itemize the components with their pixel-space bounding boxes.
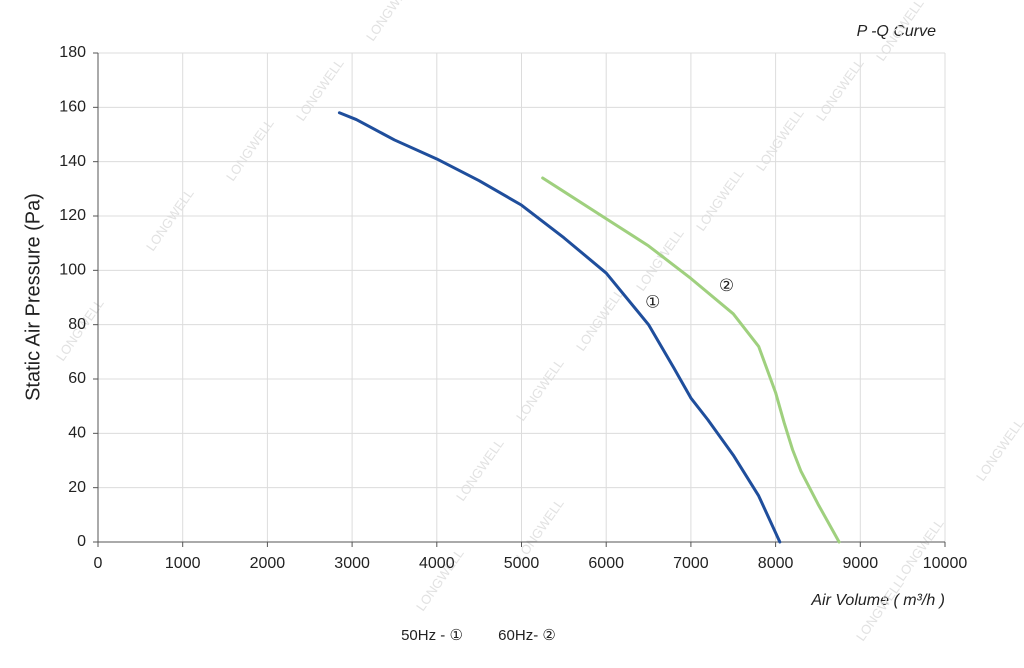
series-line (337, 111, 782, 544)
x-tick-label: 8000 (758, 555, 794, 572)
watermark: LONGWELL (573, 286, 627, 354)
y-tick-label: 20 (68, 479, 86, 496)
annotation: ① (645, 292, 660, 311)
y-tick-label: 120 (59, 207, 86, 224)
y-tick-label: 100 (59, 262, 86, 279)
y-tick-label: 160 (59, 99, 86, 116)
x-axis-label: Air Volume ( m³/h ) (810, 592, 945, 609)
x-tick-label: 4000 (419, 555, 455, 572)
x-tick-label: 5000 (504, 555, 540, 572)
watermark: LONGWELL (453, 436, 507, 504)
legend-entry: 60Hz- ② (498, 627, 556, 644)
y-tick-label: 40 (68, 425, 86, 442)
watermark: LONGWELL (633, 226, 687, 294)
watermark: LONGWELL (143, 186, 197, 254)
x-tick-label: 2000 (250, 555, 286, 572)
annotation: ② (719, 276, 734, 295)
x-tick-label: 3000 (334, 555, 370, 572)
x-tick-label: 9000 (843, 555, 879, 572)
watermark: LONGWELL (363, 0, 417, 44)
watermark: LONGWELL (223, 116, 277, 184)
watermark: LONGWELL (973, 416, 1024, 484)
series-line (541, 176, 841, 544)
x-tick-label: 0 (94, 555, 103, 572)
watermark: LONGWELL (693, 166, 747, 234)
y-tick-label: 140 (59, 153, 86, 170)
x-tick-label: 1000 (165, 555, 201, 572)
y-tick-label: 0 (77, 533, 86, 550)
y-axis-label: Static Air Pressure (Pa) (22, 193, 44, 401)
watermark: LONGWELL (813, 56, 867, 124)
y-tick-label: 60 (68, 370, 86, 387)
watermark: LONGWELL (893, 516, 947, 584)
legend-entry: 50Hz - ① (401, 627, 463, 644)
watermark: LONGWELL (753, 106, 807, 174)
x-tick-label: 6000 (588, 555, 624, 572)
chart-title: P -Q Curve (857, 23, 937, 40)
x-tick-label: 7000 (673, 555, 709, 572)
x-tick-label: 10000 (923, 555, 968, 572)
y-tick-label: 80 (68, 316, 86, 333)
watermark: LONGWELL (853, 576, 907, 644)
y-tick-label: 180 (59, 44, 86, 61)
